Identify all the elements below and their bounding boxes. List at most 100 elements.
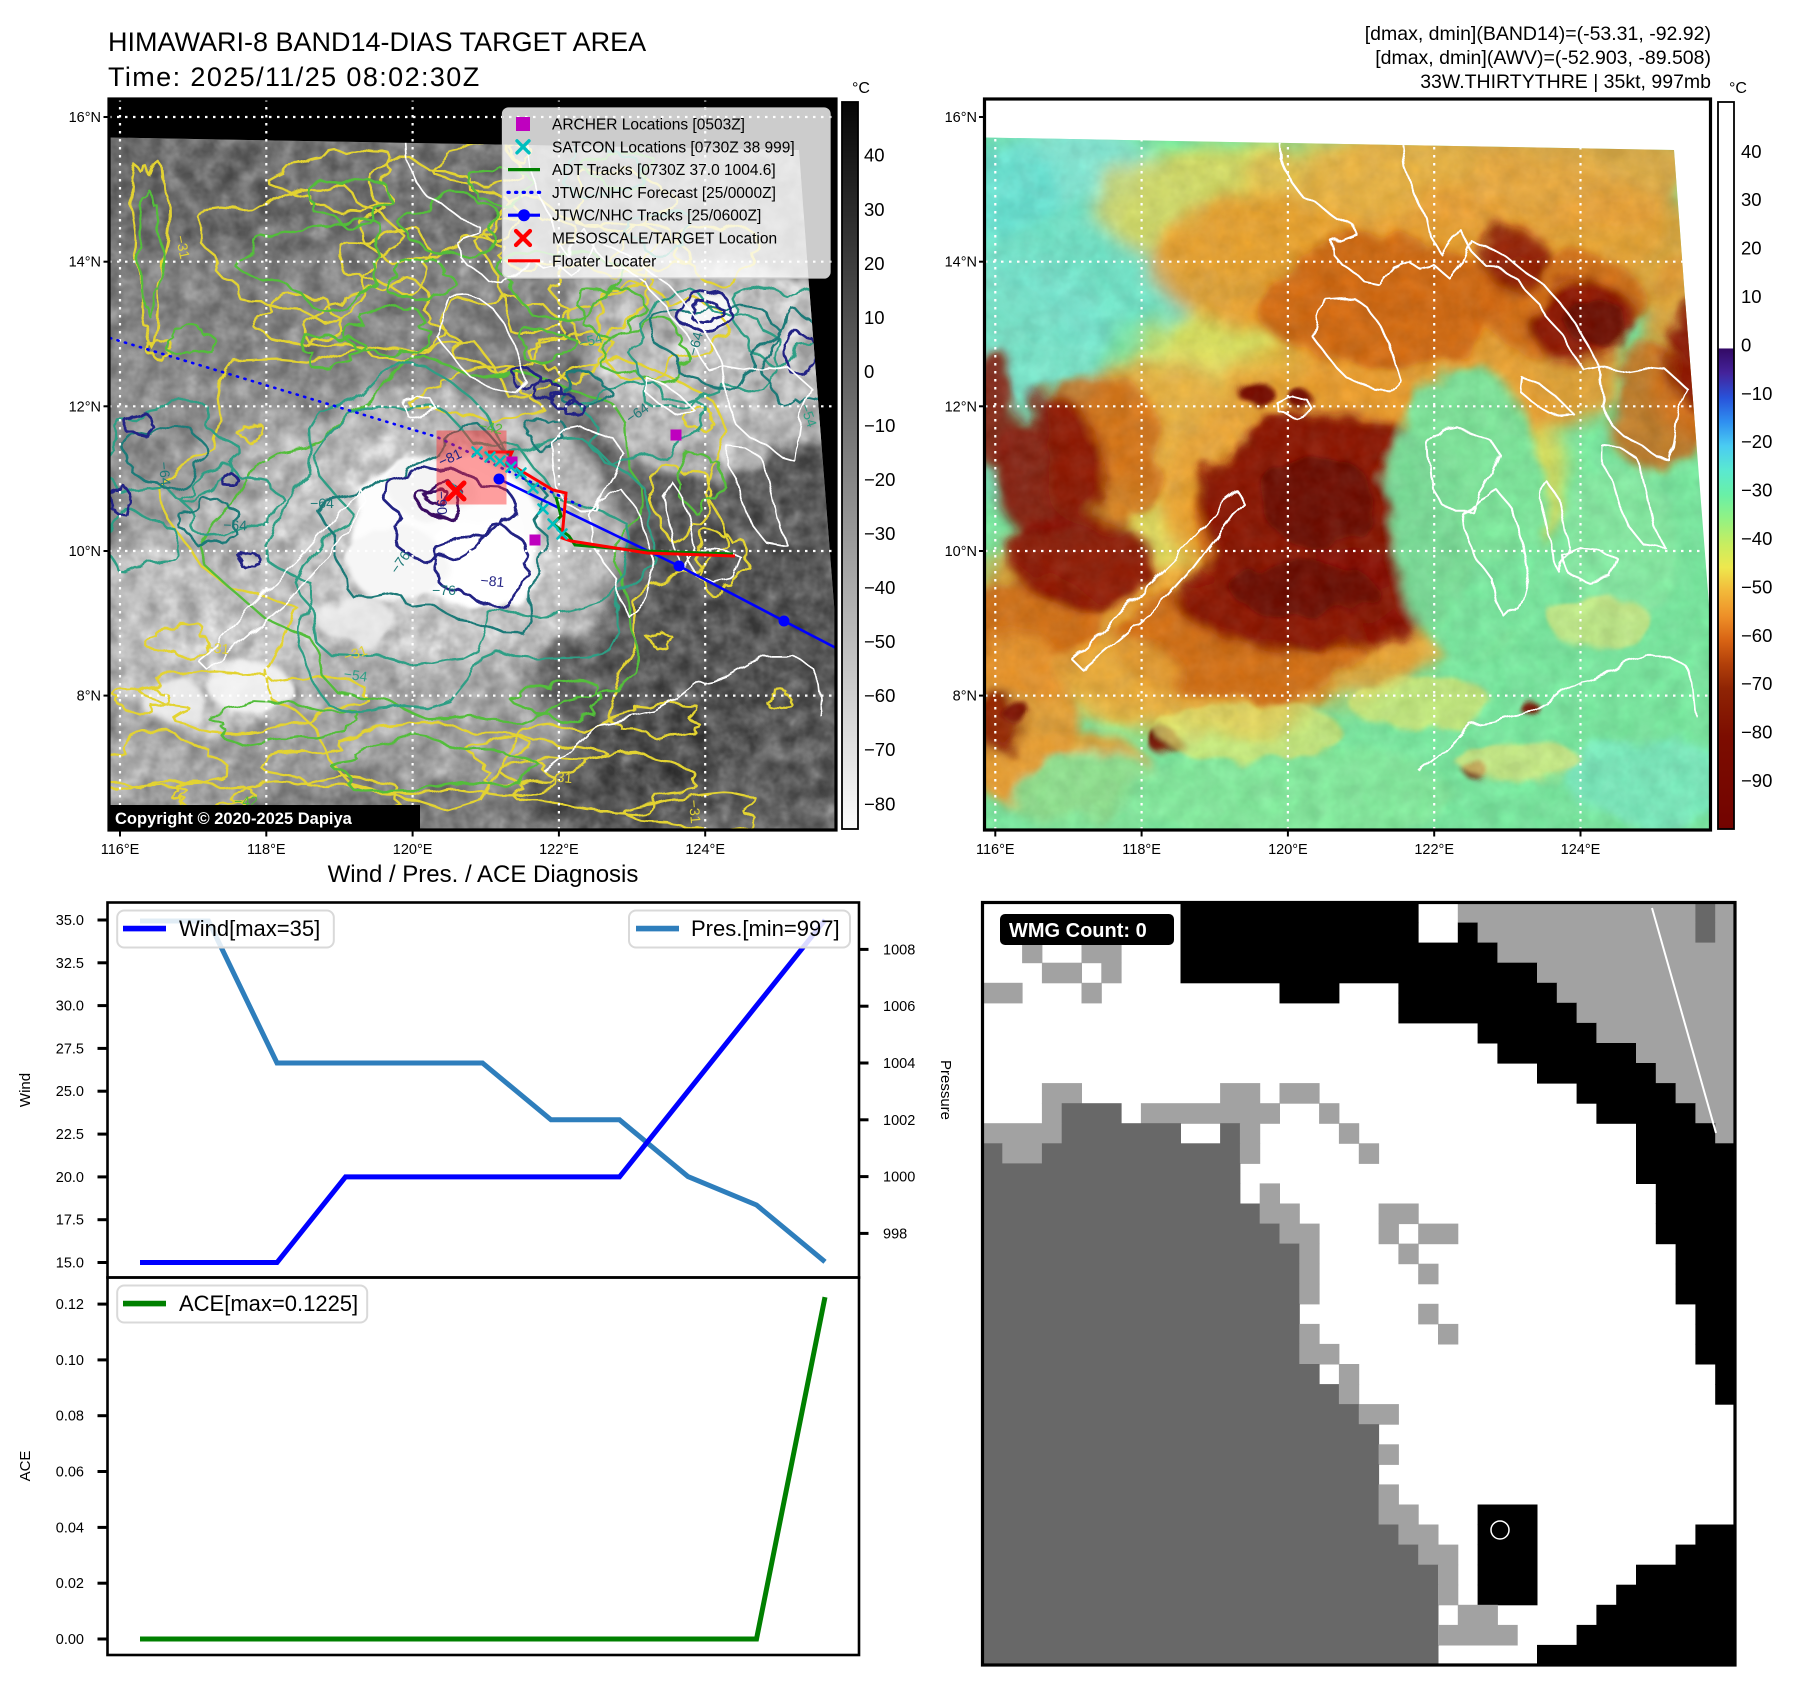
svg-text:−30: −30 (1741, 480, 1772, 501)
svg-text:−40: −40 (864, 577, 895, 598)
svg-text:−76: −76 (432, 582, 456, 598)
svg-text:0: 0 (864, 361, 874, 382)
svg-text:−70: −70 (864, 739, 895, 760)
svg-text:16°N: 16°N (945, 110, 977, 126)
svg-text:−64: −64 (684, 330, 706, 357)
svg-text:1004: 1004 (883, 1056, 915, 1072)
svg-text:−31: −31 (173, 234, 194, 261)
svg-text:8°N: 8°N (953, 689, 977, 705)
svg-text:ACE: ACE (17, 1451, 34, 1482)
svg-text:25.0: 25.0 (56, 1084, 84, 1100)
svg-text:Wind: Wind (17, 1073, 34, 1107)
svg-text:10: 10 (864, 307, 885, 328)
svg-text:12°N: 12°N (945, 399, 977, 415)
svg-text:1000: 1000 (883, 1170, 915, 1186)
svg-text:−80: −80 (1741, 722, 1772, 743)
svg-text:124°E: 124°E (1561, 842, 1601, 858)
svg-text:32.5: 32.5 (56, 956, 84, 972)
svg-text:°C: °C (852, 80, 870, 97)
svg-text:−31: −31 (205, 639, 230, 657)
svg-text:−64: −64 (156, 461, 174, 486)
svg-text:16°N: 16°N (69, 110, 101, 126)
svg-text:[dmax, dmin](BAND14)=(-53.31,: [dmax, dmin](BAND14)=(-53.31, -92.92) (1365, 23, 1711, 45)
svg-text:116°E: 116°E (101, 842, 140, 858)
svg-text:0.04: 0.04 (56, 1520, 84, 1536)
svg-text:SATCON Locations [0730Z 38 999: SATCON Locations [0730Z 38 999] (552, 139, 795, 156)
svg-text:14°N: 14°N (69, 255, 101, 271)
svg-text:0.10: 0.10 (56, 1353, 84, 1369)
svg-text:−81: −81 (480, 572, 505, 590)
svg-text:0.12: 0.12 (56, 1297, 84, 1313)
svg-text:10: 10 (1741, 286, 1762, 307)
svg-text:−70: −70 (1741, 673, 1772, 694)
svg-text:0: 0 (1741, 334, 1751, 355)
svg-text:−60: −60 (864, 685, 895, 706)
svg-text:ARCHER Locations [0503Z]: ARCHER Locations [0503Z] (552, 117, 745, 134)
svg-text:30: 30 (1741, 189, 1762, 210)
svg-text:ADT Tracks [0730Z 37.0 1004.6]: ADT Tracks [0730Z 37.0 1004.6] (552, 162, 776, 179)
svg-text:118°E: 118°E (247, 842, 286, 858)
svg-text:−50: −50 (1741, 576, 1772, 597)
svg-text:−54: −54 (577, 329, 604, 351)
svg-text:ACE[max=0.1225]: ACE[max=0.1225] (179, 1291, 358, 1316)
svg-text:0.02: 0.02 (56, 1576, 84, 1592)
svg-text:−10: −10 (1741, 383, 1772, 404)
svg-text:40: 40 (1741, 141, 1762, 162)
svg-text:10°N: 10°N (69, 544, 101, 560)
svg-text:118°E: 118°E (1122, 842, 1161, 858)
svg-text:40: 40 (864, 145, 885, 166)
svg-text:122°E: 122°E (1414, 842, 1454, 858)
svg-text:−40: −40 (1741, 528, 1772, 549)
svg-text:12°N: 12°N (69, 399, 101, 415)
svg-text:30.0: 30.0 (56, 999, 84, 1015)
svg-text:0.06: 0.06 (56, 1465, 84, 1481)
svg-text:35.0: 35.0 (56, 913, 84, 929)
svg-text:−80: −80 (864, 793, 895, 814)
svg-text:Wind[max=35]: Wind[max=35] (179, 916, 320, 941)
svg-text:−31: −31 (341, 642, 369, 665)
svg-text:27.5: 27.5 (56, 1041, 84, 1057)
svg-text:Pres.[min=997]: Pres.[min=997] (691, 916, 840, 941)
svg-text:Copyright © 2020-2025 Dapiya: Copyright © 2020-2025 Dapiya (115, 810, 353, 828)
svg-text:10°N: 10°N (945, 544, 977, 560)
svg-text:−10: −10 (864, 415, 895, 436)
svg-text:22.5: 22.5 (56, 1127, 84, 1143)
svg-text:20: 20 (864, 253, 885, 274)
svg-text:−31: −31 (548, 768, 573, 786)
svg-text:−20: −20 (1741, 431, 1772, 452)
svg-text:−54: −54 (797, 401, 820, 429)
svg-text:JTWC/NHC Tracks [25/0600Z]: JTWC/NHC Tracks [25/0600Z] (552, 208, 761, 225)
svg-text:1008: 1008 (883, 942, 915, 958)
svg-text:14°N: 14°N (945, 255, 977, 271)
svg-text:Pressure: Pressure (937, 1060, 954, 1120)
svg-text:−54: −54 (343, 665, 369, 684)
svg-text:−20: −20 (864, 469, 895, 490)
svg-text:Time: 2025/11/25 08:02:30Z: Time: 2025/11/25 08:02:30Z (108, 62, 481, 92)
svg-text:−60: −60 (1741, 625, 1772, 646)
svg-text:Wind / Pres. / ACE Diagnosis: Wind / Pres. / ACE Diagnosis (328, 861, 639, 888)
svg-text:−64: −64 (223, 517, 248, 534)
svg-text:1006: 1006 (883, 999, 915, 1015)
svg-text:−30: −30 (864, 523, 895, 544)
svg-text:30: 30 (864, 199, 885, 220)
svg-text:−50: −50 (864, 631, 895, 652)
svg-text:°C: °C (1729, 80, 1747, 97)
svg-text:−90: −90 (434, 491, 451, 516)
svg-text:116°E: 116°E (976, 842, 1015, 858)
svg-text:−42: −42 (478, 417, 504, 437)
svg-text:998: 998 (883, 1226, 907, 1242)
svg-text:20.0: 20.0 (56, 1170, 84, 1186)
svg-text:WMG Count: 0: WMG Count: 0 (1009, 920, 1147, 942)
svg-text:124°E: 124°E (685, 842, 725, 858)
svg-text:−31: −31 (686, 799, 704, 824)
svg-text:15.0: 15.0 (56, 1256, 84, 1272)
svg-text:8°N: 8°N (77, 689, 101, 705)
svg-text:0.00: 0.00 (56, 1632, 84, 1648)
svg-text:33W.THIRTYTHRE | 35kt, 997mb: 33W.THIRTYTHRE | 35kt, 997mb (1420, 71, 1711, 93)
svg-text:0.08: 0.08 (56, 1409, 84, 1425)
svg-text:Floater Locater: Floater Locater (552, 253, 656, 270)
svg-text:120°E: 120°E (1268, 842, 1308, 858)
svg-text:MESOSCALE/TARGET Location: MESOSCALE/TARGET Location (552, 231, 777, 248)
svg-text:20: 20 (1741, 238, 1762, 259)
svg-text:[dmax, dmin](AWV)=(-52.903, -8: [dmax, dmin](AWV)=(-52.903, -89.508) (1375, 47, 1711, 69)
